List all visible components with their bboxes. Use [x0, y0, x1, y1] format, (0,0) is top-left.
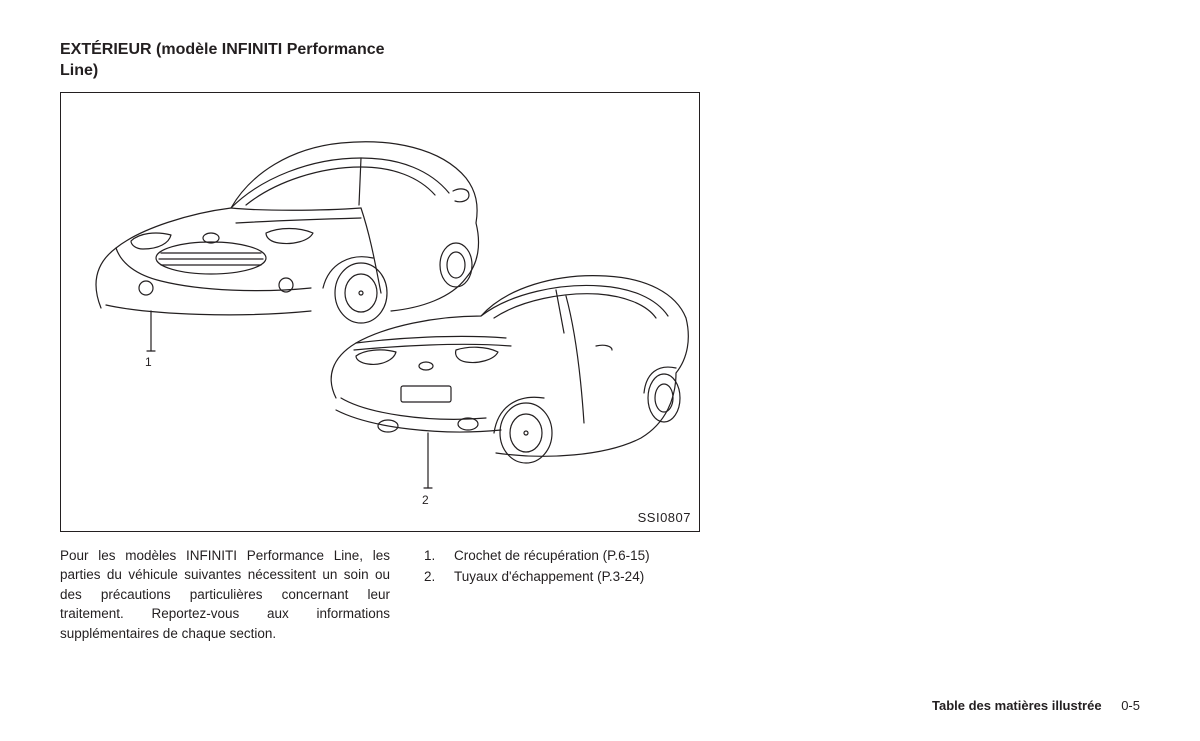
page-heading: EXTÉRIEUR (modèle INFINITI Performance L…	[60, 40, 1140, 82]
callout-1-label: 1	[145, 355, 152, 369]
heading-line-2: Line)	[60, 62, 98, 79]
figure-container: 1 2 SSI0807	[60, 92, 700, 532]
figure-code: SSI0807	[638, 510, 691, 525]
spec-row: 1. Crochet de récupération (P.6-15)	[424, 546, 704, 566]
heading-line-1: EXTÉRIEUR (modèle INFINITI Performance	[60, 41, 385, 58]
spec-text: Crochet de récupération (P.6-15)	[454, 546, 650, 566]
description-paragraph: Pour les modèles INFINITI Performance Li…	[60, 546, 390, 644]
spec-text: Tuyaux d'échappement (P.3-24)	[454, 567, 644, 587]
spec-number: 2.	[424, 567, 440, 587]
footer-page-number: 0-5	[1121, 698, 1140, 713]
spec-number: 1.	[424, 546, 440, 566]
body-columns: Pour les modèles INFINITI Performance Li…	[60, 546, 1140, 644]
page-footer: Table des matières illustrée 0-5	[932, 698, 1140, 713]
vehicle-diagram	[61, 93, 699, 531]
spec-row: 2. Tuyaux d'échappement (P.3-24)	[424, 567, 704, 587]
callout-2-label: 2	[422, 493, 429, 507]
spec-list: 1. Crochet de récupération (P.6-15) 2. T…	[424, 546, 704, 644]
footer-section-label: Table des matières illustrée	[932, 698, 1102, 713]
